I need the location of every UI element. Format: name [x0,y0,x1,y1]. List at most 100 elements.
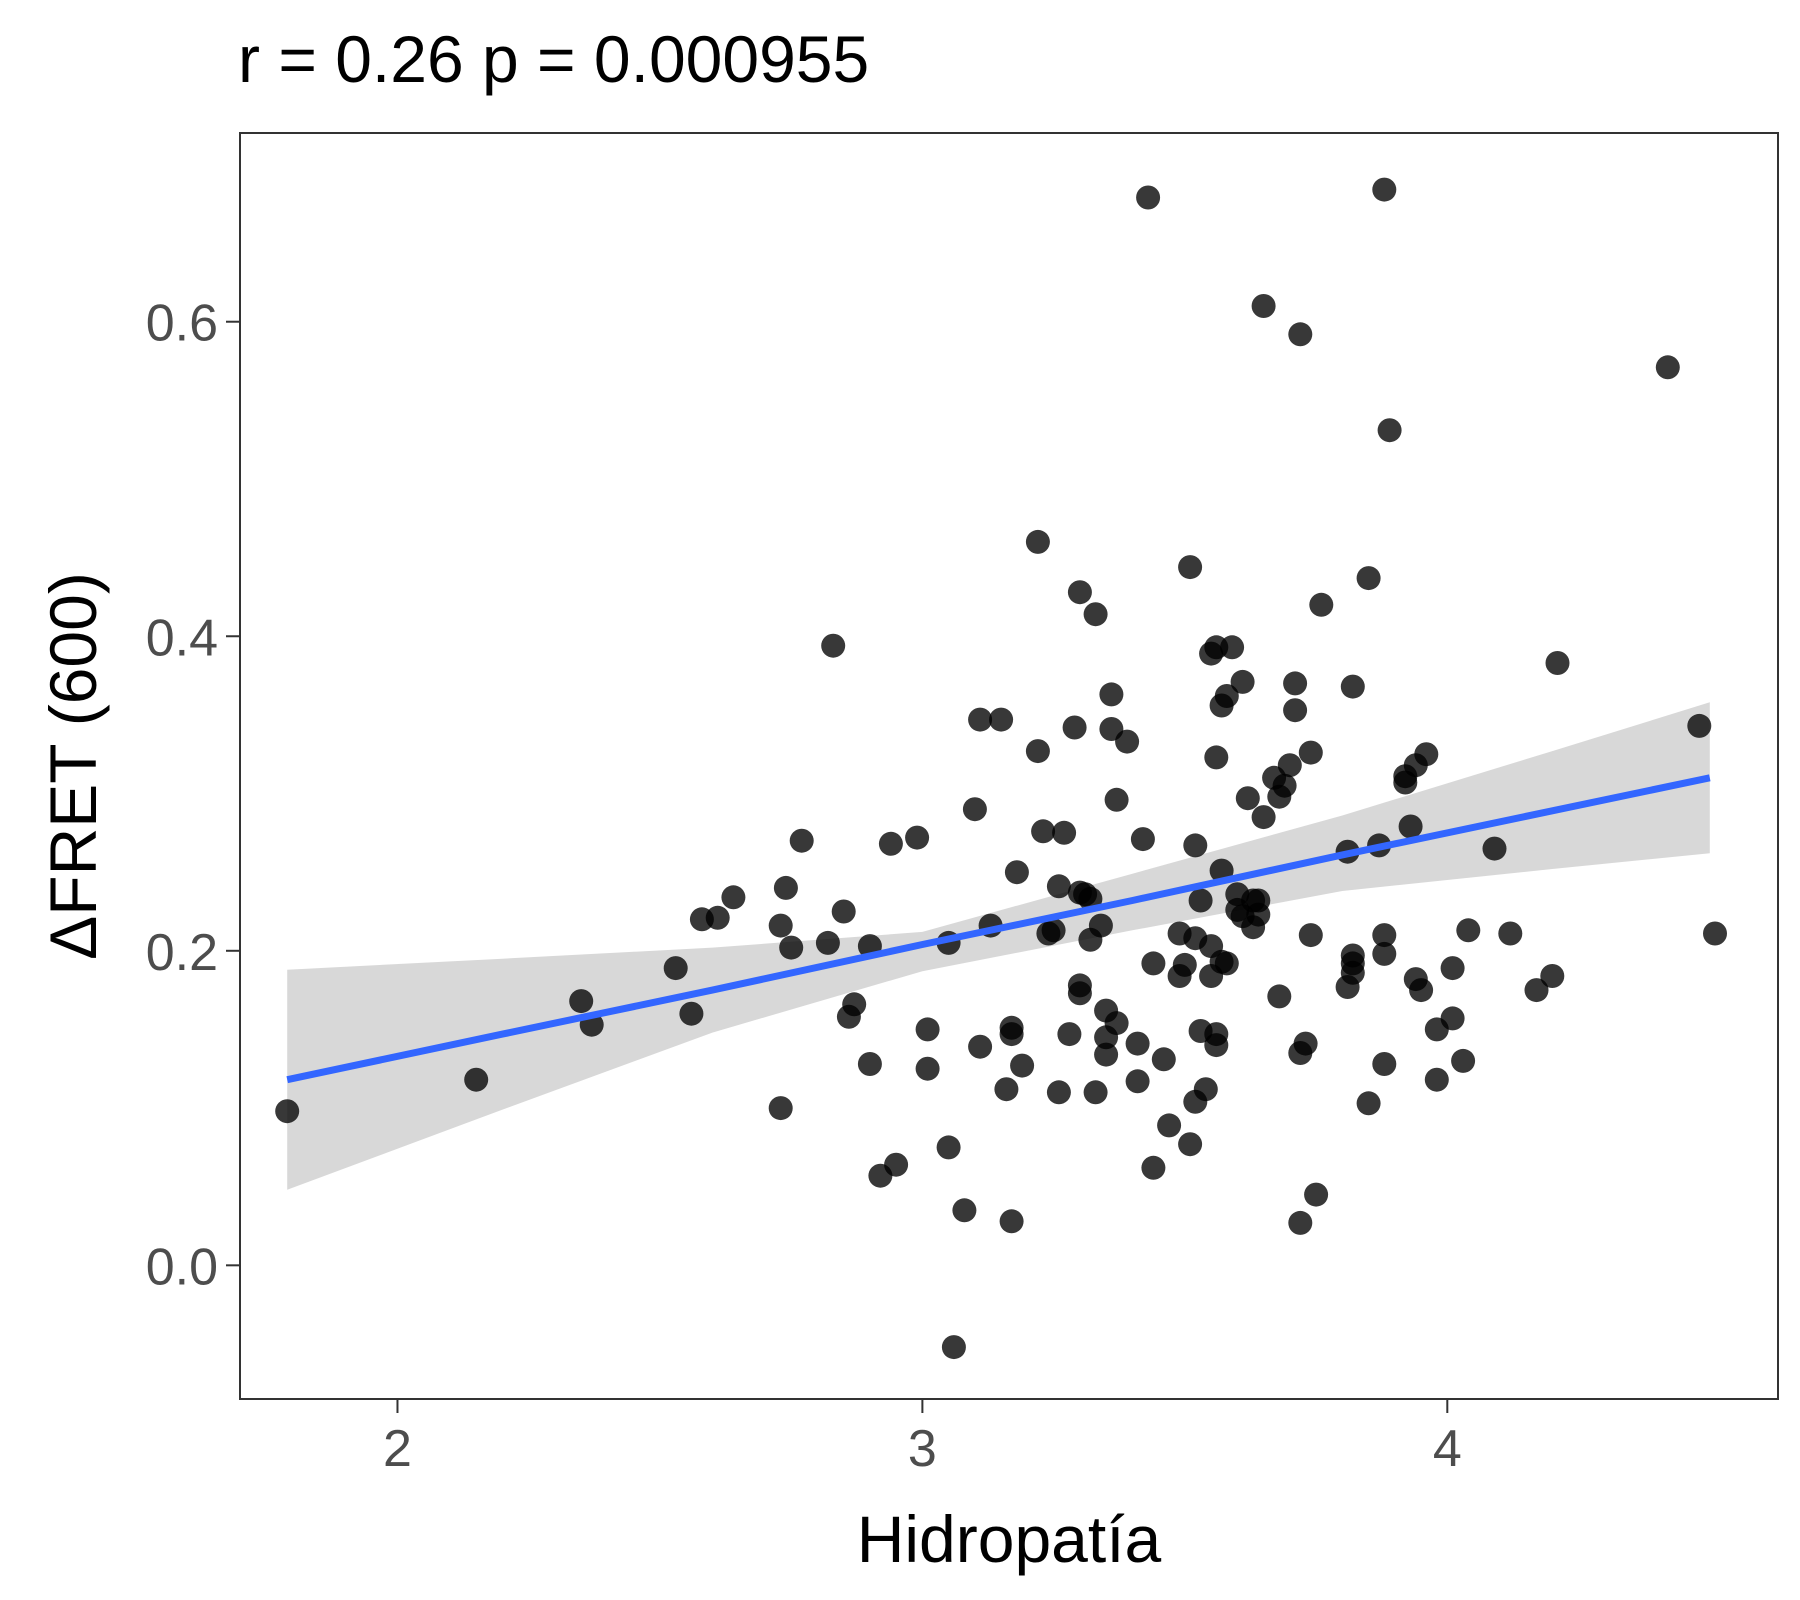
y-tick-label: 0.2 [146,924,218,982]
data-point [915,1056,940,1081]
data-point [1377,418,1402,443]
data-point [1251,805,1276,830]
x-axis-title: Hidropatía [857,1502,1162,1576]
data-point [915,1017,940,1042]
data-point [968,707,993,732]
y-tick-label: 0.6 [146,295,218,353]
data-point [1267,984,1292,1009]
data-point [1372,1052,1397,1076]
data-point [1214,951,1239,976]
data-point [275,1099,300,1124]
data-point [994,1077,1019,1102]
data-point [768,913,793,938]
data-point [1220,635,1245,660]
data-point [1545,651,1570,675]
data-point [1340,943,1365,968]
data-point [1283,698,1308,723]
data-point [1204,745,1229,770]
data-point [1172,952,1197,977]
data-point [1424,1067,1449,1092]
data-point [1277,753,1302,778]
data-point [941,1335,966,1360]
data-point [1214,684,1239,708]
data-point [1272,773,1297,798]
data-point [1183,833,1208,858]
data-point [679,1001,704,1026]
data-point [1414,742,1439,767]
data-point [1298,923,1323,948]
data-point [768,1096,793,1121]
confidence-band [287,702,1710,1190]
data-point [1283,671,1308,696]
data-point [962,797,987,822]
data-point [1041,918,1066,943]
data-point [831,899,856,924]
data-point [1498,921,1523,946]
data-point [952,1198,977,1223]
data-point [1104,1011,1129,1036]
data-point [857,1052,882,1076]
data-point [1031,819,1056,844]
data-point [1440,956,1465,981]
data-point [842,992,867,1017]
data-point [1356,566,1381,591]
data-point [884,1152,909,1177]
data-point [1304,1182,1329,1207]
data-point [1193,1077,1218,1102]
data-point [1188,888,1213,913]
x-tick-label: 3 [908,1420,937,1478]
data-point [1004,860,1029,885]
y-tick-label: 0.0 [146,1238,218,1296]
y-tick-label: 0.4 [146,609,218,667]
data-point [1230,669,1255,694]
data-point [1288,322,1313,347]
data-point [779,935,804,960]
data-point [1062,715,1087,740]
data-point [1456,918,1481,943]
data-point [1083,1080,1108,1105]
data-point [1246,902,1271,927]
data-point [1057,1022,1082,1047]
data-point [1655,355,1680,380]
data-point [999,1022,1024,1047]
x-tick-label: 2 [383,1420,412,1478]
data-point [1687,713,1712,738]
data-point [1141,1155,1166,1180]
data-point [464,1067,489,1092]
data-point [1125,1031,1150,1056]
data-point [721,885,746,910]
data-point [1151,1047,1176,1072]
panel-border [239,132,1779,1400]
data-point [1052,820,1077,845]
data-point [1372,177,1397,202]
chart-title: r = 0.26 p = 0.000955 [238,22,869,96]
data-point [1482,836,1507,861]
data-point [1178,555,1203,580]
data-point [1157,1113,1182,1138]
data-point [1409,978,1434,1003]
data-point [1451,1048,1476,1073]
axes: 2 3 4 0.0 0.2 0.4 0.6 [146,295,1462,1478]
data-point [968,1034,993,1059]
data-point [1235,786,1260,811]
data-point [1088,913,1113,938]
data-point [1125,1069,1150,1094]
regression-line [286,774,1711,1084]
data-point [663,956,688,981]
data-point [1251,294,1276,318]
y-axis-title: ΔFRET (600) [36,572,110,960]
data-point [1094,1042,1119,1067]
data-point [821,633,846,658]
data-point [999,1209,1024,1234]
data-point [1204,1033,1229,1058]
data-point [1293,1031,1318,1056]
data-point [1067,981,1092,1006]
data-point [569,989,594,1014]
data-point [1372,923,1397,948]
data-point [1025,529,1050,554]
data-point [1398,814,1423,839]
data-point [1010,1053,1035,1078]
data-point [789,828,814,853]
data-point [1115,729,1140,754]
